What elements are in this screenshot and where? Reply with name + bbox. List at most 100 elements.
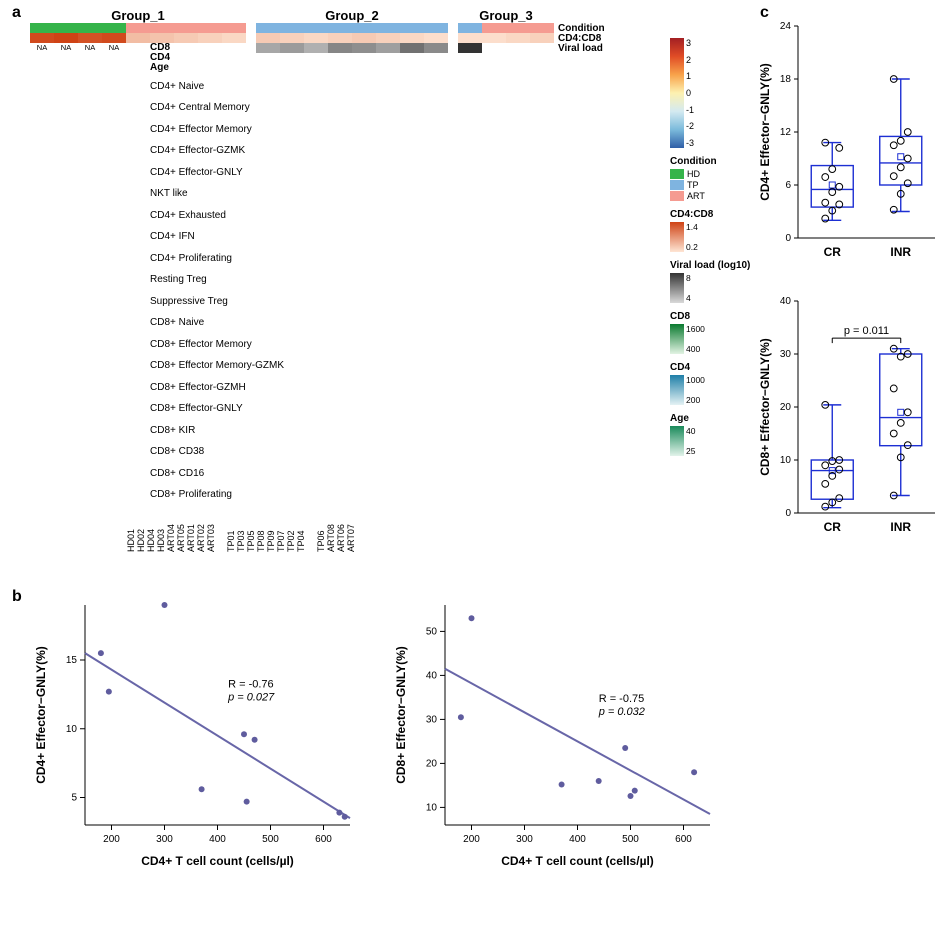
svg-text:200: 200	[103, 834, 120, 845]
legend-tick: -2	[686, 121, 694, 131]
heatmap-row-label: CD4+ Effector-GZMK	[146, 146, 245, 156]
legend-tick: 0	[686, 88, 694, 98]
panel-b-label: b	[12, 588, 22, 606]
legend-tick: -3	[686, 138, 694, 148]
box-point	[904, 129, 911, 136]
scatter-point	[469, 615, 475, 621]
legend-main-scale	[670, 38, 684, 148]
svg-text:500: 500	[622, 834, 639, 845]
heatmap-row-label: CD4+ Effector Memory	[146, 125, 252, 135]
panel-a-heatmap: Group_1Group_2Group_3ConditionCD4:CD8Vir…	[30, 8, 750, 54]
heatmap-row-label: CD8+ Proliferating	[146, 490, 232, 500]
ann-cell	[222, 23, 246, 33]
scatter-plot: 2003004005006001020304050R = -0.75p = 0.…	[390, 595, 720, 875]
heatmap-col-label: TP03	[236, 510, 246, 552]
viralload-text: CD8CD4AgeCD4+ NaiveCD4+ Central MemoryCD…	[126, 43, 150, 552]
heatmap-col-label: TP09	[266, 510, 276, 552]
ann-cell	[174, 33, 198, 43]
legend-tick: 4	[686, 293, 691, 303]
viralload-text: NA	[78, 43, 102, 54]
heatmap-row-label: CD8+ Effector-GZMH	[146, 383, 246, 393]
svg-text:10: 10	[780, 455, 792, 466]
heatmap-row-label: CD8+ KIR	[146, 426, 195, 436]
box-mean	[898, 154, 904, 160]
ann-cell	[198, 33, 222, 43]
ann-cell	[530, 33, 554, 43]
ann-cell	[174, 23, 198, 33]
legend-tick: 8	[686, 273, 691, 283]
heatmap-col-label: ART04	[166, 510, 176, 552]
legend-tick: 400	[686, 344, 705, 354]
box-point	[904, 409, 911, 416]
heatmap-row-label: Resting Treg	[146, 275, 207, 285]
box-point	[836, 145, 843, 152]
ann-cell	[150, 23, 174, 33]
svg-text:20: 20	[426, 758, 438, 769]
svg-text:400: 400	[569, 834, 586, 845]
heatmap-row-label: CD4+ Naive	[146, 82, 204, 92]
ann-cell	[458, 23, 482, 33]
ann-cell	[400, 33, 424, 43]
scatter-point	[632, 788, 638, 794]
svg-text:40: 40	[780, 296, 792, 307]
box-point	[890, 430, 897, 437]
svg-text:200: 200	[463, 834, 480, 845]
ann-cell	[530, 23, 554, 33]
scatter-point	[106, 689, 112, 695]
svg-text:10: 10	[426, 802, 438, 813]
svg-text:20: 20	[780, 402, 792, 413]
legend-tick: 1.4	[686, 222, 698, 232]
corr-annotation: R = -0.75	[599, 693, 645, 705]
box-point	[897, 137, 904, 144]
box-point	[904, 155, 911, 162]
heatmap-col-label: ART02	[196, 510, 206, 552]
legend-tick: 25	[686, 446, 695, 456]
ann-cell	[102, 33, 126, 43]
heatmap-col-label: HD04	[146, 510, 156, 552]
ann-cell	[482, 33, 506, 43]
svg-text:CD4+ T cell count (cells/µl): CD4+ T cell count (cells/µl)	[501, 854, 654, 868]
heatmap-col-label: TP02	[286, 510, 296, 552]
regression-line	[445, 669, 710, 814]
box-point	[890, 173, 897, 180]
heatmap-row-label: CD4+ Exhausted	[146, 211, 226, 221]
scatter-point	[628, 793, 634, 799]
heatmap-col-label: ART03	[206, 510, 216, 552]
heatmap-col-label: HD01	[126, 510, 136, 552]
legend-gradient	[670, 273, 684, 303]
heatmap-col-label: ART05	[176, 510, 186, 552]
legend-gradient	[670, 222, 684, 252]
ann-cell	[126, 23, 150, 33]
svg-text:CD8+ Effector−GNLY(%): CD8+ Effector−GNLY(%)	[758, 338, 772, 476]
panel-b-scatter: 20030040050060051015R = -0.76p = 0.027CD…	[30, 595, 750, 935]
box-plot: 06121824CRINRCD4+ Effector−GNLY(%)	[756, 8, 941, 268]
box-point	[836, 466, 843, 473]
regression-line	[85, 653, 350, 818]
heatmap-row-label: Suppressive Treg	[146, 297, 228, 307]
box-category-label: CR	[824, 520, 842, 534]
scatter-point	[691, 769, 697, 775]
ann-cell	[54, 33, 78, 43]
svg-text:40: 40	[426, 670, 438, 681]
svg-text:0: 0	[785, 508, 791, 519]
box-point	[822, 480, 829, 487]
legend-tick: 1	[686, 71, 694, 81]
ann-cell	[30, 33, 54, 43]
ann-cell	[376, 33, 400, 43]
legend-tick: -1	[686, 105, 694, 115]
box-category-label: CR	[824, 245, 842, 259]
legend-tick: 2	[686, 55, 694, 65]
heatmap-col-label: TP04	[296, 510, 306, 552]
svg-text:18: 18	[780, 74, 792, 85]
corr-annotation: p = 0.032	[598, 706, 645, 718]
legend-tick: 200	[686, 395, 705, 405]
viralload-text: CD8CD4AgeCD4+ NaiveCD4+ Central MemoryCD…	[126, 43, 150, 552]
svg-text:CD4+ Effector−GNLY(%): CD4+ Effector−GNLY(%)	[34, 646, 48, 784]
ann-cell	[424, 23, 448, 33]
ann-cell	[400, 23, 424, 33]
ann-cell	[280, 23, 304, 33]
scatter-plot: 20030040050060051015R = -0.76p = 0.027CD…	[30, 595, 360, 875]
ann-cell	[304, 23, 328, 33]
viralload-text: CD8CD4AgeCD4+ NaiveCD4+ Central MemoryCD…	[126, 43, 150, 552]
viralload-text: CD8CD4AgeCD4+ NaiveCD4+ Central MemoryCD…	[126, 43, 150, 552]
